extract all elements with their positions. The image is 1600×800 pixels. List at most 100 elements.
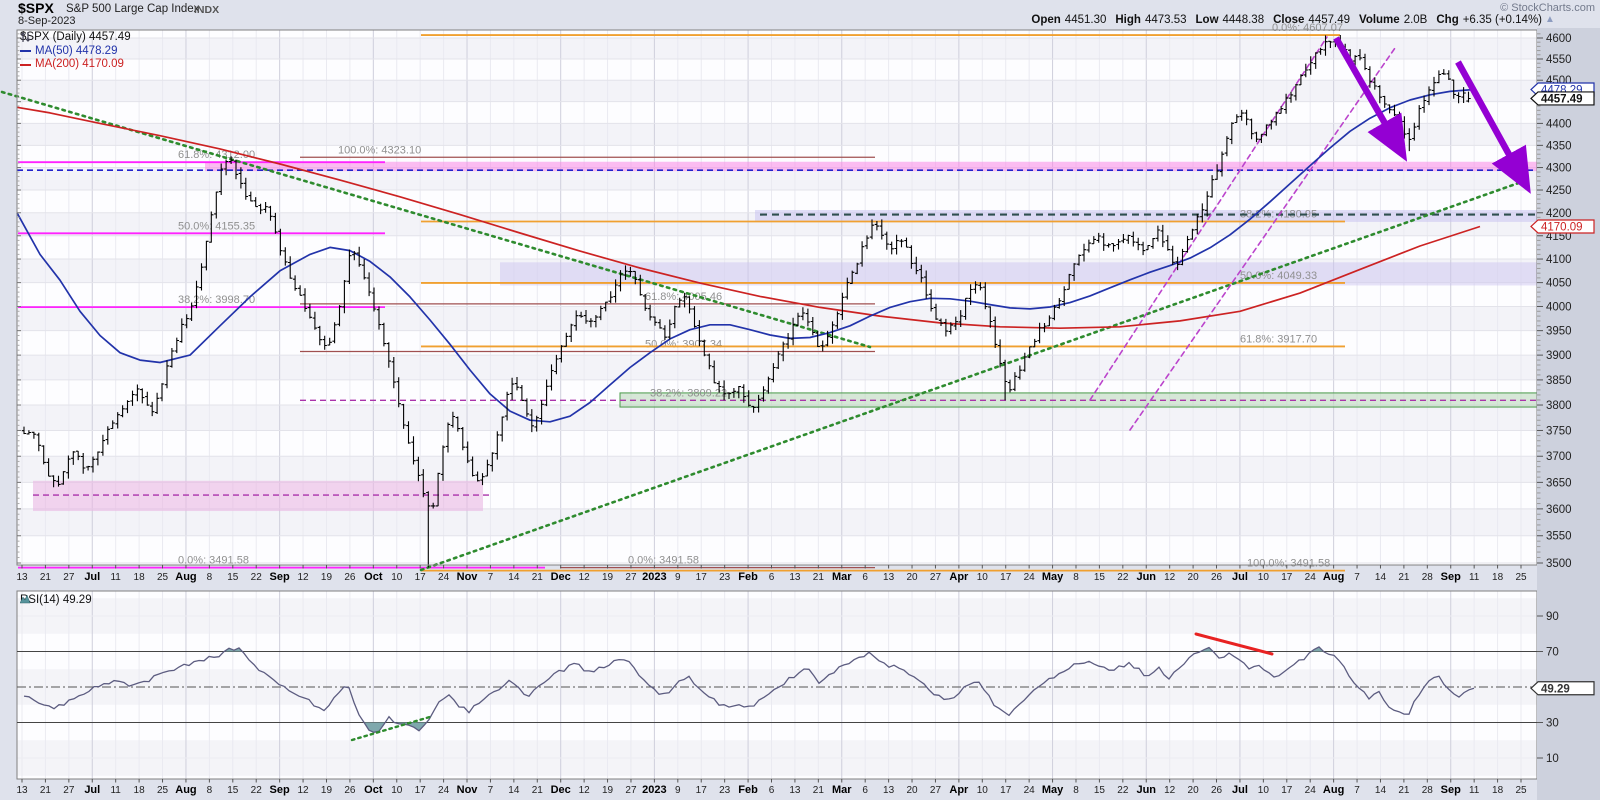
rsi-axis-label: 30	[1546, 718, 1559, 730]
rsi-annotation-line	[350, 714, 435, 742]
price-axis-label: 4100	[1546, 254, 1572, 266]
date-tick-label: 10	[977, 785, 989, 796]
price-axis-label: 3800	[1546, 400, 1572, 412]
quote-value: 4451.30	[1064, 14, 1107, 26]
date-tick-label: 24	[1024, 785, 1036, 796]
date-tick-label: Mar	[832, 784, 852, 796]
date-tick-label: Dec	[551, 784, 571, 796]
fib-level-label: 61.8%: 3917.70	[1240, 333, 1317, 345]
date-tick-label: 19	[321, 785, 333, 796]
date-tick-label: 6	[769, 572, 775, 583]
date-tick-label: 21	[40, 785, 52, 796]
date-tick-label: Aug	[1323, 784, 1344, 796]
highlight-zone	[755, 210, 1537, 222]
ma200-line	[16, 106, 1481, 330]
date-tick-label: 11	[1469, 785, 1480, 796]
price-axis-label: 3500	[1546, 558, 1572, 570]
date-tick-label: 27	[930, 572, 942, 583]
date-tick-label: 20	[906, 572, 918, 583]
date-tick-label: 25	[157, 572, 169, 583]
date-tick-label: 8	[207, 785, 213, 796]
date-tick-label: 17	[415, 572, 427, 583]
trendline	[0, 90, 872, 349]
rsi-panel: 90 70 30 10 49.29	[17, 611, 1595, 765]
date-tick-label: 20	[906, 785, 918, 796]
date-tick-label: 27	[625, 785, 637, 796]
last-value-tag: 49.29	[1541, 683, 1570, 695]
rsi-axis-label: 70	[1546, 647, 1559, 659]
date-tick-label: 10	[1258, 785, 1270, 796]
date-tick-label: 18	[1492, 572, 1504, 583]
quote-label: Chg	[1436, 14, 1459, 26]
date-tick-label: 13	[16, 785, 28, 796]
date-tick-label: 10	[391, 572, 403, 583]
rsi-axis-label: 90	[1546, 611, 1559, 623]
highlight-zone	[619, 392, 1538, 408]
date-tick-label: Nov	[457, 571, 479, 583]
date-tick-label: 24	[1305, 572, 1317, 583]
quote-label: High	[1115, 14, 1141, 26]
quote-label: Low	[1195, 14, 1219, 26]
date-tick-label: 9	[675, 785, 681, 796]
date-tick-label: Apr	[949, 571, 969, 583]
date-tick-label: 12	[1164, 785, 1176, 796]
date-tick-label: 17	[1281, 572, 1293, 583]
quote-value: 4448.38	[1222, 14, 1265, 26]
date-tick-label: 25	[157, 785, 169, 796]
date-tick-label: May	[1042, 571, 1064, 583]
date-tick-label: 23	[719, 785, 731, 796]
quote-label: Close	[1273, 14, 1305, 26]
date-tick-label: 8	[1073, 572, 1079, 583]
date-tick-label: 17	[415, 785, 427, 796]
date-tick-label: Aug	[1323, 571, 1344, 583]
date-tick-label: 26	[344, 785, 356, 796]
date-tick-label: 14	[508, 572, 520, 583]
date-tick-label: Apr	[949, 784, 969, 796]
date-tick-label: 10	[391, 785, 403, 796]
date-tick-label: Aug	[175, 784, 196, 796]
highlight-zone	[33, 480, 483, 512]
date-tick-label: 15	[227, 785, 239, 796]
date-tick-label: 24	[438, 785, 450, 796]
date-tick-label: 14	[1375, 572, 1387, 583]
date-tick-label: 22	[1117, 572, 1129, 583]
date-tick-label: 13	[16, 572, 28, 583]
date-tick-label: 21	[813, 572, 825, 583]
quote-strip: Open 4451.30 High 4473.53 Low 4448.38 Close 445…	[1022, 14, 1555, 26]
date-tick-label: 15	[1094, 785, 1106, 796]
exchange-label: INDX	[194, 4, 220, 16]
date-tick-label: 20	[1188, 785, 1200, 796]
fib-level-label: 0.0%: 3491.58	[628, 555, 699, 567]
drawn-arrows	[1333, 36, 1531, 194]
last-value-tag: 4170.09	[1541, 221, 1583, 233]
price-axis-label: 4550	[1546, 54, 1572, 66]
date-tick-label: 12	[579, 785, 591, 796]
date-tick-label: 19	[602, 785, 614, 796]
rsi-annotation-line	[1194, 632, 1274, 656]
date-tick-label: 19	[321, 572, 333, 583]
date-tick-label: 17	[1281, 785, 1293, 796]
date-tick-label: 20	[1188, 572, 1200, 583]
date-tick-label: 11	[110, 572, 121, 583]
fib-level-label: 0.0%: 4607.07	[1272, 22, 1343, 34]
quote-label: Open	[1031, 14, 1061, 26]
price-axis-label: 4400	[1546, 118, 1572, 130]
ohlc-bars	[21, 35, 1471, 568]
date-tick-label: Oct	[364, 571, 383, 583]
date-tick-label: Dec	[551, 571, 571, 583]
date-tick-label: 21	[40, 572, 52, 583]
date-tick-label: Aug	[175, 571, 196, 583]
fib-level-label: 50.0%: 4049.33	[1240, 270, 1317, 282]
price-axis-label: 4300	[1546, 163, 1572, 175]
date-tick-label: 21	[532, 572, 544, 583]
symbol-name: S&P 500 Large Cap Index	[66, 3, 200, 15]
date-tick-label: 7	[1354, 785, 1360, 796]
date-tick-label: 14	[508, 785, 520, 796]
date-tick-label: 15	[1094, 572, 1106, 583]
date-tick-label: 6	[862, 785, 868, 796]
price-axis-label: 4250	[1546, 185, 1572, 197]
date-tick-label: 21	[813, 785, 825, 796]
